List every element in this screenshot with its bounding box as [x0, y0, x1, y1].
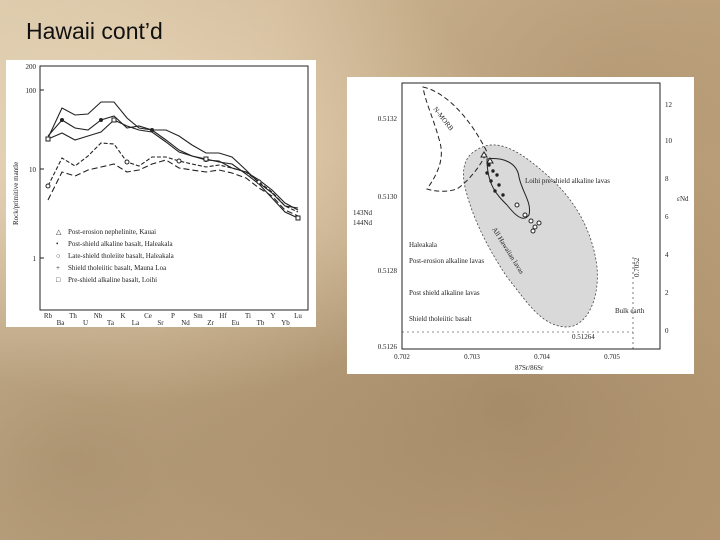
- y-right-tick-4: 4: [665, 251, 669, 259]
- slide-title: Hawaii cont’d: [26, 18, 163, 44]
- annotation-shield: Shield tholeiitic basalt: [409, 315, 472, 323]
- annotation-morb: N-MORB: [431, 105, 455, 132]
- legend-item-late-shield: Late-shield tholeiite basalt, Haleakala: [68, 252, 175, 260]
- x-tick-0703: 0.703: [464, 353, 480, 361]
- x-element-label: K: [120, 312, 125, 320]
- legend: △ Post-erosion nephelinite, Kauai • Post…: [56, 228, 175, 284]
- x-element-label: P: [171, 312, 175, 320]
- legend-item-kauai: Post-erosion nephelinite, Kauai: [68, 228, 156, 236]
- y-right-tick-10: 10: [665, 137, 673, 145]
- y-right-tick-2: 2: [665, 289, 669, 297]
- x-element-label: Yb: [281, 319, 290, 327]
- x-element-label: Y: [270, 312, 275, 320]
- x-element-label: Nb: [94, 312, 103, 320]
- x-element-label: Zr: [207, 319, 214, 327]
- annotation-haleakala: Haleakala: [409, 241, 438, 249]
- y-tick-1: 1: [33, 255, 37, 263]
- x-element-label: Ta: [107, 319, 115, 327]
- morb-field: [422, 86, 488, 192]
- legend-marker-open-circle: ○: [56, 252, 60, 260]
- y-axis-label: Rock/primitive mantle: [12, 162, 20, 225]
- legend-marker-plus: +: [56, 264, 60, 272]
- spider-diagram: 200 100 10 1 Rock/primitive mantle RbBaT…: [12, 63, 309, 327]
- legend-item-loihi: Pre-shield alkaline basalt, Loihi: [68, 276, 157, 284]
- annotation-nd-bulk: 0.51264: [572, 333, 595, 341]
- series-mauna-loa-line: [47, 159, 299, 217]
- y-right-tick-0: 0: [665, 327, 669, 335]
- annotation-bulk-earth: Bulk earth: [615, 307, 645, 315]
- legend-item-mauna-loa: Shield tholeiitic basalt, Mauna Loa: [68, 264, 167, 272]
- y-right-tick-6: 6: [665, 213, 669, 221]
- y-left-tick-1: 0.5132: [378, 115, 398, 123]
- y-left-tick-3: 0.5128: [378, 267, 398, 275]
- hawaiian-field: [463, 144, 598, 328]
- y-tick-100: 100: [26, 87, 37, 95]
- x-element-label: Ce: [144, 312, 152, 320]
- x-element-label: Rb: [44, 312, 53, 320]
- x-tick-0702: 0.702: [394, 353, 410, 361]
- annotation-post-erosion: Post-erosion alkaline lavas: [409, 257, 484, 265]
- x-element-label: Nd: [181, 319, 190, 327]
- y-right-label: εNd: [677, 195, 689, 203]
- x-element-label: U: [83, 319, 88, 327]
- loihi-field: [486, 158, 531, 219]
- legend-marker-filled-circle: •: [56, 240, 59, 248]
- isotope-diagram-figure: 0.5132 0.5130 0.5128 0.5126 143Nd 144Nd …: [347, 77, 694, 374]
- x-element-label: Sr: [157, 319, 164, 327]
- x-tick-0704: 0.704: [534, 353, 550, 361]
- legend-marker-triangle: △: [56, 228, 62, 236]
- x-element-label: Ba: [57, 319, 66, 327]
- y-left-label-bottom: 144Nd: [353, 219, 373, 227]
- y-left-label-top: 143Nd: [353, 209, 373, 217]
- series-kauai-line: [47, 101, 299, 209]
- x-element-label: Eu: [232, 319, 240, 327]
- spider-diagram-figure: 200 100 10 1 Rock/primitive mantle Rb Ba T…: [6, 60, 316, 327]
- series-late-shield-line: [47, 142, 299, 213]
- series-post-shield-line: [47, 115, 299, 211]
- x-axis-label: 87Sr/86Sr: [515, 364, 544, 372]
- x-element-label: Tb: [257, 319, 265, 327]
- annotation-loihi: Loihi pre-shield alkaline lavas: [525, 177, 610, 185]
- legend-marker-square: □: [56, 276, 61, 284]
- y-left-tick-4: 0.5126: [378, 343, 398, 351]
- annotation-post-shield: Post shield alkaline lavas: [409, 289, 480, 297]
- annotation-sr-bulk: 0.7052: [633, 257, 641, 277]
- y-tick-10: 10: [29, 166, 37, 174]
- y-left-tick-2: 0.5130: [378, 193, 398, 201]
- y-right-tick-12: 12: [665, 101, 673, 109]
- x-element-label: Sm: [193, 312, 203, 320]
- y-right-tick-8: 8: [665, 175, 669, 183]
- x-element-label: Ti: [245, 312, 251, 320]
- x-element-label: Hf: [219, 312, 227, 320]
- x-element-label: Th: [69, 312, 77, 320]
- x-element-label: Lu: [294, 312, 302, 320]
- isotope-diagram: 0.5132 0.5130 0.5128 0.5126 143Nd 144Nd …: [353, 82, 689, 372]
- y-tick-200: 200: [26, 63, 37, 71]
- legend-item-post-shield: Post-shield alkaline basalt, Haleakala: [68, 240, 173, 248]
- x-element-label: La: [132, 319, 140, 327]
- x-tick-0705: 0.705: [604, 353, 620, 361]
- series-loihi-line: [47, 119, 299, 219]
